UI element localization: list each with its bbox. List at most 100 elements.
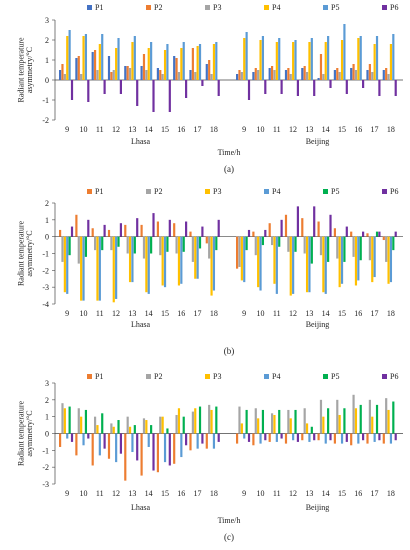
- bar: [366, 70, 369, 80]
- bar: [310, 38, 313, 80]
- bar: [317, 78, 320, 80]
- bar: [324, 42, 327, 80]
- bar: [310, 236, 313, 264]
- x-tick-label: 11: [273, 309, 281, 318]
- bar: [375, 36, 379, 80]
- bar: [68, 406, 71, 434]
- y-tick-label: 0: [45, 233, 49, 242]
- bar: [329, 80, 332, 88]
- bar: [301, 218, 304, 237]
- bar: [362, 80, 365, 88]
- bar: [91, 433, 94, 466]
- bar: [191, 48, 194, 80]
- bar: [163, 433, 167, 463]
- bar: [175, 58, 178, 80]
- bar: [128, 68, 132, 80]
- group-label-lhasa: Lhasa: [131, 320, 151, 329]
- bar: [210, 74, 213, 80]
- group-label-lhasa: Lhasa: [131, 137, 151, 146]
- x-tick-label: 17: [371, 125, 379, 134]
- x-tick-label: 16: [354, 309, 362, 318]
- x-tick-label: 13: [128, 489, 136, 498]
- y-tick-label: 2: [45, 36, 49, 45]
- bar: [338, 236, 341, 288]
- x-tick-label: 11: [273, 125, 281, 134]
- bar: [84, 34, 88, 80]
- bar: [243, 236, 246, 283]
- bar: [268, 433, 271, 442]
- bar: [240, 423, 243, 434]
- bar: [177, 236, 181, 286]
- x-tick-label: 12: [289, 489, 297, 498]
- bar: [371, 72, 374, 80]
- bar: [280, 219, 283, 237]
- bar: [161, 74, 164, 80]
- legend-swatch: [146, 189, 151, 194]
- bar: [385, 398, 388, 434]
- bar: [185, 80, 188, 98]
- legend-swatch: [382, 5, 387, 10]
- bar: [75, 58, 78, 80]
- bar: [205, 236, 208, 244]
- bar: [194, 408, 197, 434]
- bar: [80, 236, 83, 301]
- bar: [387, 74, 390, 80]
- bar: [156, 68, 159, 80]
- bar: [70, 226, 74, 237]
- bar: [217, 219, 220, 237]
- x-tick-label: 16: [177, 309, 185, 318]
- y-tick-label: 0: [45, 76, 49, 85]
- bar: [257, 236, 260, 288]
- bar: [93, 416, 97, 434]
- bar: [245, 236, 248, 251]
- bar: [261, 409, 265, 434]
- x-tick-label: 15: [161, 125, 169, 134]
- bar: [345, 433, 348, 442]
- bar: [201, 433, 204, 444]
- bar: [87, 219, 90, 237]
- x-tick-label: 10: [256, 309, 264, 318]
- y-tick-label: -4: [42, 300, 49, 309]
- bar: [70, 433, 74, 442]
- legend-swatch: [382, 374, 387, 379]
- bar: [185, 221, 188, 237]
- x-tick-label: 11: [96, 125, 104, 134]
- bar: [126, 236, 129, 254]
- bar: [66, 433, 69, 439]
- bar: [87, 80, 90, 102]
- bar: [289, 74, 292, 80]
- bar: [66, 236, 69, 294]
- bar: [217, 433, 220, 442]
- x-tick-label: 10: [256, 125, 264, 134]
- panel-label: (c): [224, 532, 234, 542]
- bar: [107, 229, 111, 237]
- bar: [59, 433, 62, 447]
- x-tick-label: 11: [96, 489, 104, 498]
- bar: [152, 80, 155, 112]
- bar: [82, 36, 85, 80]
- x-tick-label: 10: [79, 309, 87, 318]
- bar: [163, 236, 167, 288]
- bar: [150, 42, 153, 80]
- bar: [210, 409, 213, 434]
- bar: [357, 236, 360, 281]
- bar: [217, 80, 220, 96]
- bar: [126, 416, 129, 434]
- bar: [136, 218, 139, 237]
- bar: [313, 80, 316, 96]
- bar: [98, 44, 101, 80]
- bar: [252, 231, 255, 237]
- bar: [333, 70, 336, 80]
- bar: [124, 433, 127, 481]
- bar: [389, 44, 393, 80]
- bar: [82, 433, 85, 446]
- bar: [287, 68, 290, 80]
- bar: [156, 221, 159, 237]
- x-tick-label: 12: [289, 309, 297, 318]
- bar: [275, 236, 278, 294]
- bar: [59, 70, 62, 80]
- bar: [273, 236, 276, 284]
- bar: [236, 74, 239, 80]
- bar: [112, 236, 115, 303]
